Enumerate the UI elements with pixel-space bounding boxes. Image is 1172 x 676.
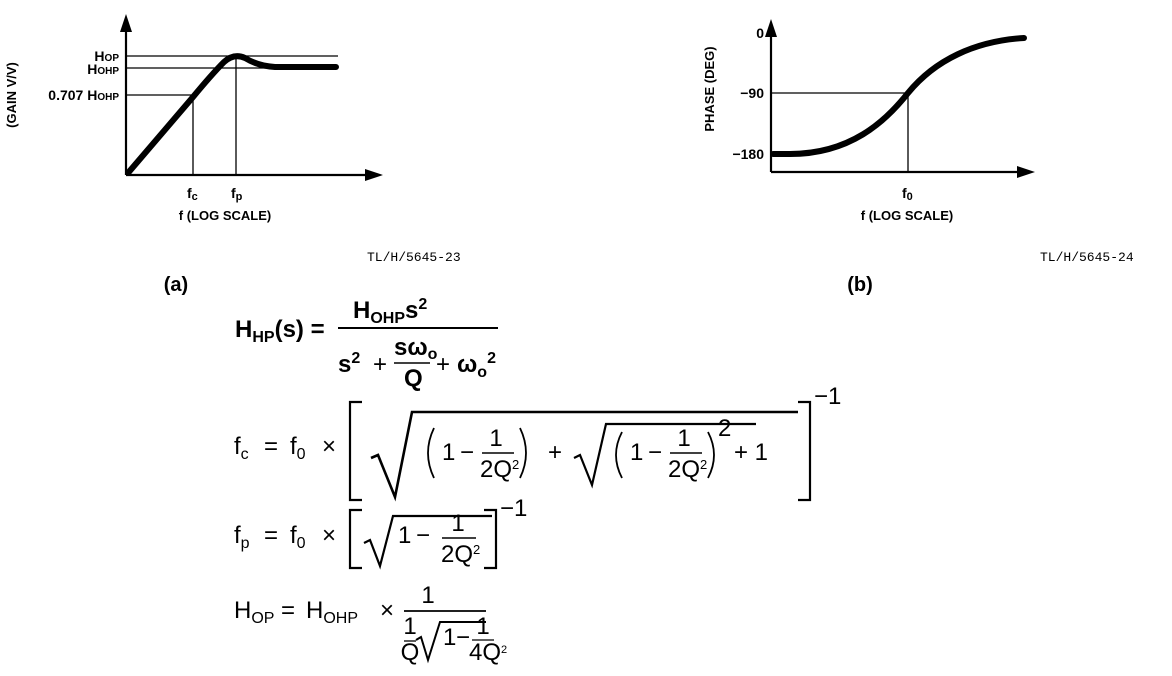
f0-tick-label: f0 — [902, 185, 913, 203]
phase-y-axis-label: PHASE (DEG) — [702, 46, 717, 131]
hop-numerator: 1 — [421, 582, 434, 609]
hhp-lhs: HHP(s) = — [235, 316, 325, 346]
fc-lhs: fc — [234, 433, 249, 463]
phase-plot: PHASE (DEG) 0 −90 −180 f0 f (LOG SCALE) … — [702, 19, 1134, 296]
phase-tick-0: 0 — [756, 25, 764, 41]
hop-equals: = — [281, 597, 295, 624]
gain-y-axis-arrow — [120, 14, 132, 32]
fp-right-bracket — [484, 508, 498, 570]
equation-fc: fc = f0 × 1 − 1 2Q2 + 1 − 1 2Q2 2 + 1 −1 — [234, 383, 841, 502]
hohp-tick-label: HOHP — [87, 61, 119, 77]
hhp-den-omega: ωo2 — [457, 350, 496, 381]
fp-equals: = — [264, 522, 278, 549]
fc-tick-label: fc — [187, 185, 198, 203]
hhp-den-plus2: + — [436, 351, 450, 378]
figure-b-ref: TL/H/5645-24 — [1040, 250, 1134, 265]
hop-lhs: HOP — [234, 597, 274, 627]
fc-square: 2 — [718, 415, 731, 442]
h707-tick-label: 0.707 HOHP — [48, 87, 119, 103]
equation-hhp: HHP(s) = HOHPs2 s2 + sωo Q + ωo2 — [235, 296, 498, 392]
fc-minus-1: − — [460, 439, 474, 466]
phase-x-axis-label: f (LOG SCALE) — [861, 208, 953, 223]
gain-plot: (GAIN V/V) HOP HOHP 0.707 HOHP fc fp f (… — [4, 14, 461, 296]
hhp-den-frac-num: sωo — [394, 334, 438, 363]
fc-plus: + — [548, 439, 562, 466]
hop-one: 1 — [443, 624, 456, 651]
fp-tick-label: fp — [231, 185, 243, 203]
fc-left-bracket — [348, 400, 362, 502]
fc-paren1-close — [519, 427, 527, 479]
figure-b-caption: (b) — [847, 274, 873, 296]
phase-x-axis-arrow — [1017, 166, 1035, 178]
hhp-numerator: HOHPs2 — [353, 296, 427, 327]
fc-frac1-den: 2Q2 — [480, 456, 519, 483]
fp-lhs: fp — [234, 522, 250, 552]
fc-one-2: 1 — [630, 439, 643, 466]
fp-minus: − — [416, 522, 430, 549]
fc-frac2-den: 2Q2 — [668, 456, 707, 483]
fp-left-bracket — [348, 508, 362, 570]
fc-paren1-open — [427, 427, 435, 479]
fp-frac-den: 2Q2 — [441, 541, 480, 568]
gain-y-axis-label: (GAIN V/V) — [4, 62, 19, 128]
phase-response-curve — [770, 35, 1027, 157]
fp-radical — [363, 514, 492, 570]
hop-q-num: 1 — [403, 613, 416, 640]
gain-response-curve — [125, 53, 339, 176]
fc-plus-one: + 1 — [734, 439, 768, 466]
fc-one-1: 1 — [442, 439, 455, 466]
phase-tick-minus180: −180 — [732, 146, 764, 162]
fp-f0: f0 — [290, 522, 306, 552]
hop-hohp: HOHP — [306, 597, 358, 627]
fc-times: × — [322, 433, 336, 460]
hhp-den-s2: s2 — [338, 350, 360, 378]
phase-tick-minus90: −90 — [740, 85, 764, 101]
fp-exponent: −1 — [500, 495, 527, 522]
fp-one: 1 — [398, 522, 411, 549]
figure-a-ref: TL/H/5645-23 — [367, 250, 461, 265]
hop-frac-num: 1 — [476, 613, 489, 640]
fc-exponent: −1 — [814, 383, 841, 410]
hop-times: × — [380, 597, 394, 624]
fc-outer-radical — [370, 410, 798, 502]
fc-f0: f0 — [290, 433, 306, 463]
fc-inner-radical — [573, 422, 756, 489]
fc-equals: = — [264, 433, 278, 460]
fc-frac2-num: 1 — [677, 425, 690, 452]
hop-q-den: Q — [401, 639, 420, 666]
hop-radical — [415, 621, 486, 664]
fp-frac-num: 1 — [451, 510, 464, 537]
fc-right-bracket — [798, 400, 812, 502]
hop-minus: − — [456, 624, 470, 651]
fc-paren2-open — [615, 431, 623, 479]
equation-hop: HOP = HOHP × 1 1 Q 1 − 1 4Q2 — [234, 582, 507, 666]
fc-paren2-close — [707, 431, 715, 479]
gain-x-axis-label: f (LOG SCALE) — [179, 208, 271, 223]
figure-a-caption: (a) — [164, 274, 188, 296]
phase-y-axis-arrow — [765, 19, 777, 37]
fp-times: × — [322, 522, 336, 549]
fc-minus-2: − — [648, 439, 662, 466]
hhp-den-plus1: + — [373, 351, 387, 378]
equation-fp: fp = f0 × 1 − 1 2Q2 −1 — [234, 495, 527, 570]
hop-tick-label: HOP — [94, 48, 119, 64]
gain-x-axis-arrow — [365, 169, 383, 181]
hhp-den-frac-den: Q — [404, 365, 423, 392]
fc-frac1-num: 1 — [489, 425, 502, 452]
hop-frac-den: 4Q2 — [469, 639, 507, 666]
